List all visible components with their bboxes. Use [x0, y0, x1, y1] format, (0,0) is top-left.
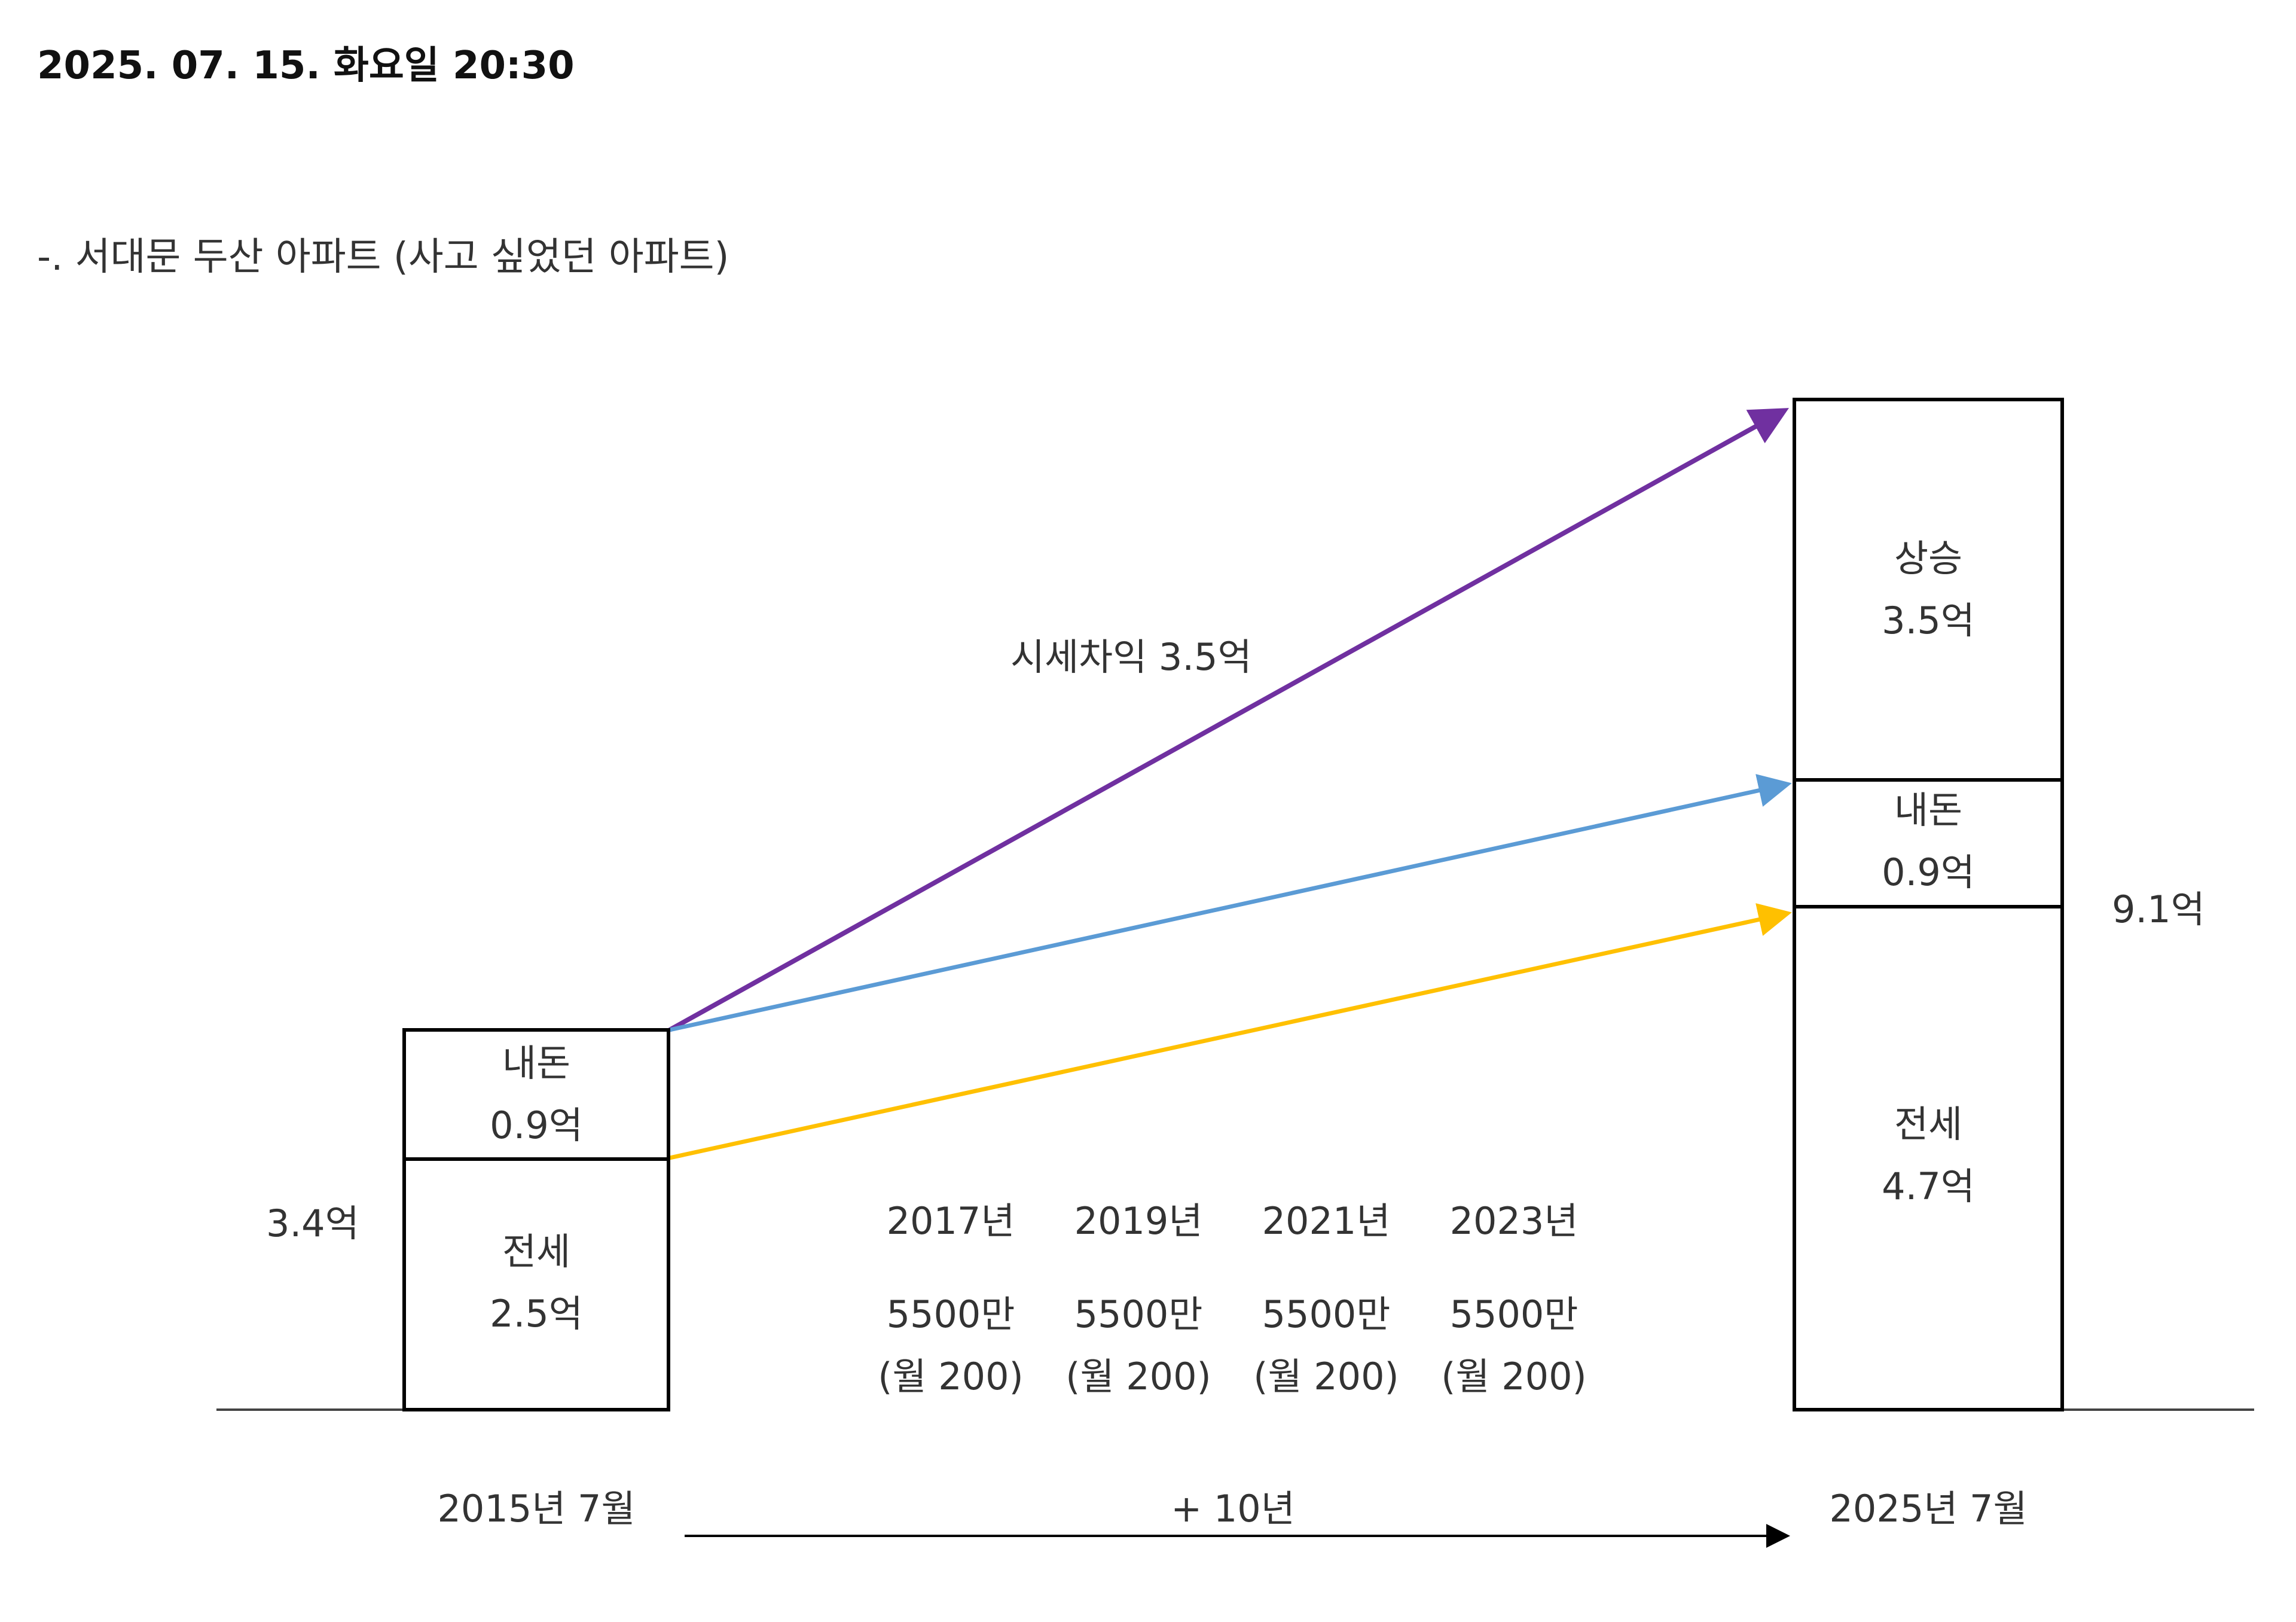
- right-jeonse-value: 4.7억: [1882, 1164, 1975, 1208]
- savings-column-2021: 2021년 5500만 (월 200): [1236, 1190, 1416, 1408]
- savings-amount: 5500만: [1074, 1292, 1203, 1336]
- right-stack: 상승 3.5억 내돈 0.9억 전세 4.7억: [1793, 398, 2064, 1411]
- header-date: 2025. 07. 15. 화요일 20:30: [37, 44, 575, 88]
- right-jeonse-segment: 전세 4.7억: [1796, 905, 2060, 1408]
- savings-year: 2019년: [1074, 1199, 1203, 1243]
- savings-year: 2023년: [1449, 1199, 1578, 1243]
- right-rise-segment: 상승 3.5억: [1796, 401, 2060, 782]
- savings-year: 2021년: [1262, 1199, 1391, 1243]
- gain-label: 시세차익 3.5억: [1010, 635, 1252, 679]
- savings-column-2023: 2023년 5500만 (월 200): [1424, 1190, 1604, 1408]
- savings-amount: 5500만: [1449, 1292, 1578, 1336]
- left-jeonse-segment: 전세 2.5억: [406, 1157, 667, 1408]
- left-total-label: 3.4억: [266, 1202, 359, 1245]
- savings-monthly: (월 200): [1065, 1355, 1211, 1398]
- right-rise-label: 상승: [1894, 536, 1963, 580]
- left-own-money-segment: 내돈 0.9억: [406, 1032, 667, 1161]
- savings-amount: 5500만: [886, 1292, 1015, 1336]
- right-total-label: 9.1억: [2112, 888, 2205, 931]
- right-jeonse-label: 전세: [1894, 1102, 1963, 1146]
- left-date-label: 2015년 7월: [437, 1487, 636, 1530]
- own-money-arrow: [669, 774, 1792, 1032]
- right-own-money-value: 0.9억: [1882, 850, 1975, 894]
- left-stack: 내돈 0.9억 전세 2.5억: [402, 1028, 670, 1411]
- gain-arrow: [668, 408, 1789, 1032]
- right-rise-value: 3.5억: [1882, 599, 1975, 642]
- savings-monthly: (월 200): [1253, 1355, 1399, 1398]
- right-own-money-label: 내돈: [1894, 788, 1963, 832]
- left-own-money-value: 0.9억: [490, 1103, 583, 1147]
- diagram-subtitle: -. 서대문 두산 아파트 (사고 싶었던 아파트): [37, 235, 729, 279]
- right-own-money-segment: 내돈 0.9억: [1796, 778, 2060, 908]
- left-jeonse-value: 2.5억: [490, 1291, 583, 1336]
- left-jeonse-label: 전세: [502, 1229, 571, 1273]
- savings-column-2017: 2017년 5500만 (월 200): [861, 1190, 1040, 1408]
- left-own-money-label: 내돈: [502, 1041, 571, 1085]
- savings-monthly: (월 200): [878, 1355, 1024, 1398]
- right-date-label: 2025년 7월: [1829, 1487, 2028, 1530]
- savings-amount: 5500만: [1262, 1292, 1391, 1336]
- period-label: + 10년: [1171, 1487, 1295, 1530]
- savings-year: 2017년: [886, 1199, 1015, 1243]
- savings-column-2019: 2019년 5500만 (월 200): [1049, 1190, 1228, 1408]
- jeonse-arrow: [669, 903, 1792, 1160]
- savings-monthly: (월 200): [1441, 1355, 1587, 1398]
